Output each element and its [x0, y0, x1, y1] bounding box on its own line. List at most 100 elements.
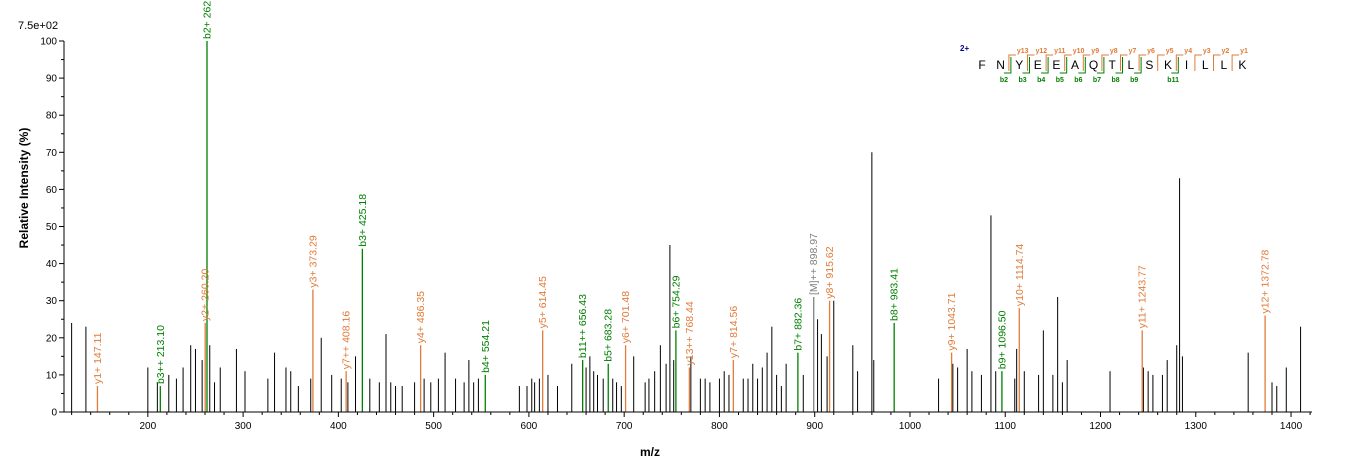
y-ion-bracket [1008, 54, 1016, 71]
peak-label: y8+ 915.62 [824, 246, 836, 298]
x-tick-label: 500 [425, 421, 442, 432]
y-ion-label: y3 [1203, 48, 1211, 55]
y-ion-bracket [1101, 54, 1109, 71]
b-ion-bracket [1078, 57, 1086, 74]
sequence-residue: N [996, 58, 1005, 72]
y-tick-label: 50 [46, 222, 58, 233]
sequence-residue: E [1034, 58, 1042, 72]
sequence-residue: Y [1015, 58, 1023, 72]
peak-label: y7++ 408.16 [341, 311, 353, 370]
peak-label: b7+ 882.36 [792, 298, 804, 351]
y-tick-label: 0 [51, 408, 57, 419]
sequence-residue: F [978, 58, 985, 72]
y-ion-label: y4 [1184, 48, 1192, 55]
peak-label: y6+ 701.48 [620, 291, 632, 343]
peak-label: y10+ 1114.74 [1014, 244, 1026, 307]
x-tick-label: 1000 [899, 421, 922, 432]
y-ion-bracket [1120, 54, 1128, 71]
b-ion-label: b7 [1093, 77, 1101, 84]
peak-label: y4+ 486.35 [415, 291, 427, 343]
y-ion-label: y13 [1017, 48, 1029, 55]
x-tick-label: 400 [330, 421, 347, 432]
y-tick-label: 30 [46, 296, 58, 307]
y-ion-bracket [1064, 54, 1072, 71]
b-ion-label: b4 [1037, 77, 1045, 84]
x-tick-label: 1300 [1185, 421, 1208, 432]
b-ion-bracket [1059, 57, 1068, 74]
b-ion-label: b6 [1074, 77, 1082, 84]
peak-label: b3++ 213.10 [155, 325, 167, 384]
sequence-residue: K [1238, 58, 1246, 72]
peak-label: y1+ 147.11 [92, 332, 104, 384]
y-tick-label: 100 [40, 37, 57, 48]
x-tick-label: 900 [806, 421, 823, 432]
charge-state-label: 2+ [960, 44, 969, 53]
peak-label: b9+ 1096.50 [996, 310, 1008, 369]
b-ion-bracket [1022, 57, 1030, 74]
x-axis: 200 300 400 500 600 700 800 900 1000 1100 1200 1300… [64, 411, 1312, 432]
y-ion-label: y1 [1240, 48, 1248, 55]
y-ion-label: y11 [1054, 48, 1065, 55]
y-ion-label: y9 [1091, 48, 1099, 55]
b-ion-bracket [1096, 57, 1105, 74]
y-tick-label: 90 [46, 74, 58, 85]
y-axis: 0 10 20 30 40 50 60 70 80 90 100 [40, 37, 65, 419]
b-ion-label: b3 [1019, 77, 1027, 84]
sequence-residue: L [1202, 58, 1209, 72]
y-ion-label: y5 [1166, 48, 1174, 55]
y-ion-label: y12 [1036, 48, 1048, 55]
x-tick-label: 700 [616, 421, 633, 432]
b-ion-bracket [1171, 57, 1179, 74]
y-tick-label: 80 [46, 111, 58, 122]
y-tick-label: 60 [46, 185, 58, 196]
y-tick-label: 20 [46, 333, 58, 344]
peak-label: y11+ 1243.77 [1137, 265, 1149, 328]
peak-label: y3+ 373.29 [307, 235, 319, 287]
sequence-residue: I [1185, 58, 1188, 72]
y-ion-bracket [1157, 54, 1165, 71]
peak-label: b2+ 262.1 [201, 0, 213, 39]
sequence-residue: T [1109, 58, 1117, 72]
y-ion-label: y7 [1129, 48, 1137, 55]
b-ion-label: b2 [1000, 77, 1008, 84]
y-ion-label: y10 [1073, 48, 1085, 55]
y-ion-bracket [1027, 54, 1035, 71]
sequence-residue: L [1220, 58, 1227, 72]
y-ion-bracket [1231, 54, 1240, 71]
x-axis-title: m/z [640, 445, 660, 459]
b-ion-bracket [1003, 57, 1012, 74]
y-ion-bracket [1194, 54, 1202, 71]
peak-label: [M]++ 898.97 [808, 233, 820, 295]
peak-label: b8+ 983.41 [889, 268, 901, 321]
x-tick-label: 1400 [1280, 421, 1303, 432]
y-ion-bracket [1175, 54, 1184, 71]
peak-label: b3+ 425.18 [357, 194, 369, 247]
peak-label: y2+ 260.20 [200, 269, 212, 321]
b-ion-bracket [1115, 57, 1123, 74]
peak-label: b4+ 554.21 [480, 320, 492, 373]
b-ion-label: b8 [1112, 77, 1120, 84]
y-tick-label: 70 [46, 148, 58, 159]
y-tick-label: 40 [46, 259, 58, 270]
y-ion-bracket [1138, 54, 1147, 71]
peak-label: y7+ 814.56 [728, 306, 740, 358]
sequence-residue: A [1071, 58, 1079, 72]
peak-label: y13++ 768.44 [684, 301, 696, 365]
y-ion-label: y2 [1222, 48, 1230, 55]
peak-label: b6+ 754.29 [670, 275, 682, 328]
y-axis-title: Relative Intensity (%) [17, 128, 31, 249]
y-tick-label: 10 [46, 370, 58, 381]
peak-label: y5+ 614.45 [537, 276, 549, 328]
y-ion-bracket [1082, 54, 1091, 71]
x-tick-label: 1100 [994, 421, 1016, 432]
plot-area: y1+ 147.11 b3++ 213.10 b2+ 262.1 y2+ 260.20… [71, 0, 1302, 412]
peak-label: b11++ 656.43 [577, 294, 589, 358]
sequence-residue: Q [1089, 58, 1098, 72]
b-ion-bracket [1041, 57, 1049, 74]
b-ion-label: b11 [1167, 77, 1179, 84]
x-tick-label: 1200 [1089, 421, 1112, 432]
sequence-residue: S [1145, 58, 1153, 72]
b-ion-label: b9 [1130, 77, 1138, 84]
